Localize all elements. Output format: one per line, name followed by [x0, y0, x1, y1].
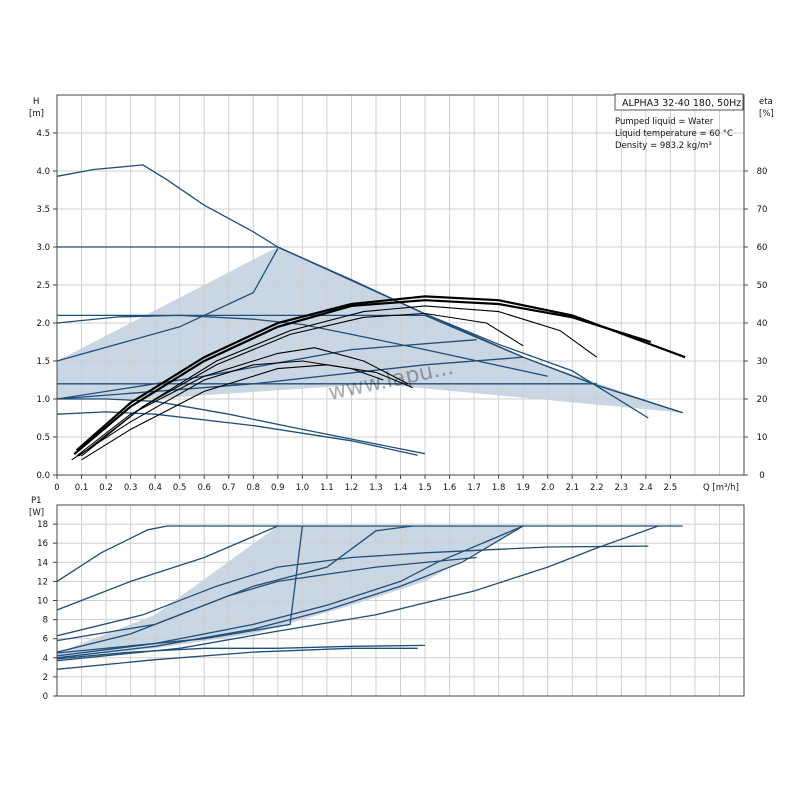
y-tick-label: 1.5	[36, 357, 50, 367]
p1-tick-label: 6	[43, 635, 48, 645]
power-curve-4	[56, 556, 477, 642]
power-curve-1	[56, 525, 683, 582]
note-liquid-temperature: Liquid temperature = 60 °C	[615, 129, 733, 139]
y-axis-label: H	[33, 97, 39, 107]
y-tick-label: 1.0	[36, 395, 50, 405]
power-operating-area	[57, 526, 524, 658]
x-tick-label: 0.9	[271, 483, 285, 493]
y-tick-label: 3.5	[36, 205, 50, 215]
p1-tick-label: 10	[37, 597, 48, 607]
p1-tick-label: 8	[43, 616, 48, 626]
y-tick-label: 3.0	[36, 243, 50, 253]
x-tick-label: 2.4	[639, 483, 653, 493]
head-curve-1	[56, 164, 649, 419]
x-axis-label: Q [m³/h]	[703, 483, 739, 493]
efficiency-curve-2	[73, 299, 652, 455]
efficiency-curve-1	[75, 295, 686, 452]
p1-tick-label: 4	[43, 654, 48, 664]
p1-tick-label: 2	[43, 673, 48, 683]
head-curve-9	[57, 398, 426, 455]
y-tick-label: 0.0	[36, 471, 50, 481]
x-tick-label: 1.5	[418, 483, 432, 493]
p1-tick-label: 14	[37, 558, 48, 568]
x-tick-label: 0.5	[173, 483, 187, 493]
x-tick-label: 1.8	[492, 483, 506, 493]
power-curve-2	[56, 525, 279, 611]
efficiency-curve-4	[78, 312, 524, 457]
y2-tick-label: 30	[757, 357, 768, 367]
x-tick-label: 1.4	[394, 483, 408, 493]
y2-tick-label: 80	[757, 167, 768, 177]
y2-tick-label: 0	[759, 471, 764, 481]
y-axis-unit: [m]	[29, 109, 44, 119]
power-curve-7	[56, 525, 524, 659]
y2-tick-label: 50	[757, 281, 768, 291]
efficiency-curve-3	[81, 305, 598, 457]
y2-tick-label: 40	[757, 319, 768, 329]
power-curve-8	[56, 525, 659, 662]
p1-axis-unit: [W]	[29, 508, 44, 518]
y-tick-label: 4.0	[36, 167, 50, 177]
y2-axis-unit: [%]	[759, 109, 774, 119]
efficiency-curve-5	[76, 347, 409, 457]
x-tick-label: 0.6	[197, 483, 211, 493]
x-tick-label: 0.2	[99, 483, 113, 493]
x-tick-label: 2.1	[565, 483, 579, 493]
power-curve-3	[56, 545, 649, 637]
x-tick-label: 0.8	[247, 483, 261, 493]
note-pumped-liquid: Pumped liquid = Water	[615, 117, 714, 127]
power-curve-9	[56, 644, 426, 660]
efficiency-curve-7	[81, 364, 414, 461]
y-tick-label: 0.5	[36, 433, 50, 443]
power-curve-10	[56, 647, 418, 670]
head-curve-10	[56, 411, 418, 456]
y2-tick-label: 20	[757, 395, 768, 405]
p1-tick-label: 12	[37, 577, 48, 587]
x-tick-label: 1.7	[467, 483, 481, 493]
x-tick-label: 0	[54, 483, 59, 493]
x-tick-label: 0.3	[124, 483, 138, 493]
p1-axis-label: P1	[31, 496, 42, 506]
x-tick-label: 1.6	[443, 483, 457, 493]
y-tick-label: 2.5	[36, 281, 50, 291]
note-density: Density = 983.2 kg/m³	[615, 141, 712, 151]
y2-tick-label: 70	[757, 205, 768, 215]
p1-tick-label: 0	[43, 692, 48, 702]
x-tick-label: 2.0	[541, 483, 555, 493]
x-tick-label: 1.3	[369, 483, 383, 493]
title-box	[614, 93, 744, 111]
head-curve-5	[56, 248, 279, 362]
power-curve-11	[56, 525, 304, 654]
y2-tick-label: 60	[757, 243, 768, 253]
x-tick-label: 0.4	[148, 483, 162, 493]
x-tick-label: 0.1	[75, 483, 89, 493]
y2-tick-label: 10	[757, 433, 768, 443]
p1-tick-label: 16	[37, 539, 48, 549]
power-curve-5	[56, 525, 413, 653]
p1-tick-label: 18	[37, 520, 48, 530]
x-tick-label: 1.9	[516, 483, 530, 493]
y-tick-label: 2.0	[36, 319, 50, 329]
x-tick-label: 1.0	[296, 483, 310, 493]
x-tick-label: 1.1	[320, 483, 334, 493]
x-tick-label: 2.5	[664, 483, 678, 493]
x-tick-label: 0.7	[222, 483, 236, 493]
y-tick-label: 4.5	[36, 129, 50, 139]
y2-axis-label: eta	[759, 97, 773, 107]
x-tick-label: 2.2	[590, 483, 604, 493]
chart-title: ALPHA3 32-40 180, 50Hz	[622, 98, 741, 109]
head-curve-6	[56, 314, 548, 377]
x-tick-label: 1.2	[345, 483, 359, 493]
x-tick-label: 2.3	[615, 483, 629, 493]
